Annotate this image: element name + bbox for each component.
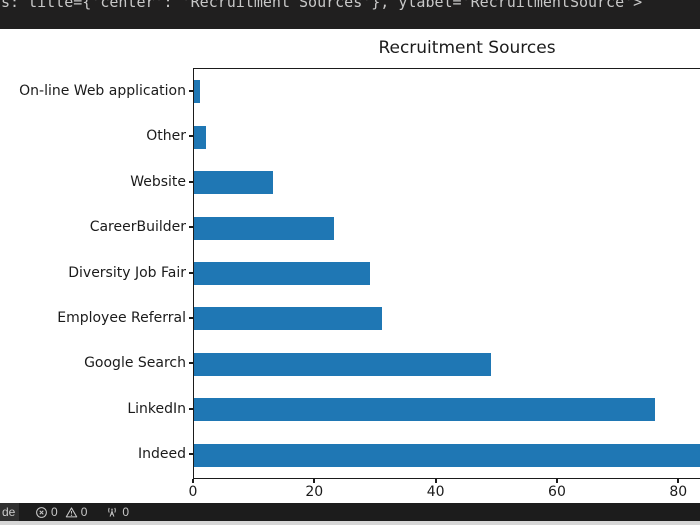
bar [194, 125, 207, 149]
chart-canvas: Recruitment Sources On-line Web applicat… [0, 29, 700, 503]
y-tick-mark [189, 453, 194, 456]
plot-area [193, 68, 700, 479]
problems-warnings[interactable]: 0 [65, 503, 88, 521]
remote-indicator[interactable]: de [0, 503, 19, 521]
bar [194, 443, 700, 467]
x-tick-mark [313, 479, 316, 483]
bar [194, 398, 656, 422]
y-tick-mark [189, 180, 194, 183]
y-tick-mark [189, 135, 194, 138]
y-axis-label: Employee Referral [57, 309, 186, 326]
warning-icon [65, 506, 78, 519]
x-tick-label: 60 [548, 484, 566, 500]
x-tick-mark [192, 479, 194, 483]
bar [194, 307, 383, 331]
y-axis-label: Other [146, 128, 186, 145]
y-tick-mark [189, 89, 194, 92]
ports-count: 0 [122, 505, 130, 519]
axes-repr-text: s: title={'center': 'Recruitment Sources… [1, 0, 643, 11]
bar [194, 80, 201, 104]
y-axis-label: Google Search [84, 355, 186, 372]
y-axis-label: On-line Web application [19, 82, 186, 99]
forwarded-ports[interactable]: 0 [105, 503, 129, 521]
problems-errors[interactable]: 0 [35, 503, 58, 521]
x-tick-label: 40 [426, 484, 445, 500]
bar [194, 216, 334, 240]
y-axis-label: Indeed [137, 446, 186, 463]
y-tick-mark [189, 362, 194, 365]
y-axis-label: Diversity Job Fair [68, 264, 186, 281]
warning-count: 0 [80, 505, 88, 519]
bottom-edge-strip [0, 521, 700, 525]
radio-tower-icon [105, 506, 119, 519]
editor-output-bar[interactable]: s: title={'center': 'Recruitment Sources… [0, 0, 700, 29]
x-tick-mark [434, 479, 437, 483]
y-axis-label: CareerBuilder [89, 219, 186, 236]
x-tick-label: 80 [669, 484, 688, 500]
y-tick-mark [189, 271, 194, 274]
bar [194, 171, 273, 195]
y-axis-label: Website [130, 173, 186, 190]
status-bar: de 0 0 [0, 503, 700, 521]
chart-title: Recruitment Sources [378, 38, 556, 58]
y-tick-mark [189, 407, 194, 410]
error-icon [35, 506, 48, 519]
y-tick-mark [189, 316, 194, 319]
bar [194, 262, 370, 285]
y-tick-mark [189, 226, 194, 229]
error-count: 0 [51, 505, 58, 519]
x-tick-label: 0 [188, 484, 198, 500]
bar [194, 352, 492, 376]
x-tick-mark [555, 479, 558, 483]
x-tick-label: 20 [305, 484, 324, 500]
x-tick-mark [677, 479, 680, 483]
y-axis-label: LinkedIn [127, 400, 186, 417]
